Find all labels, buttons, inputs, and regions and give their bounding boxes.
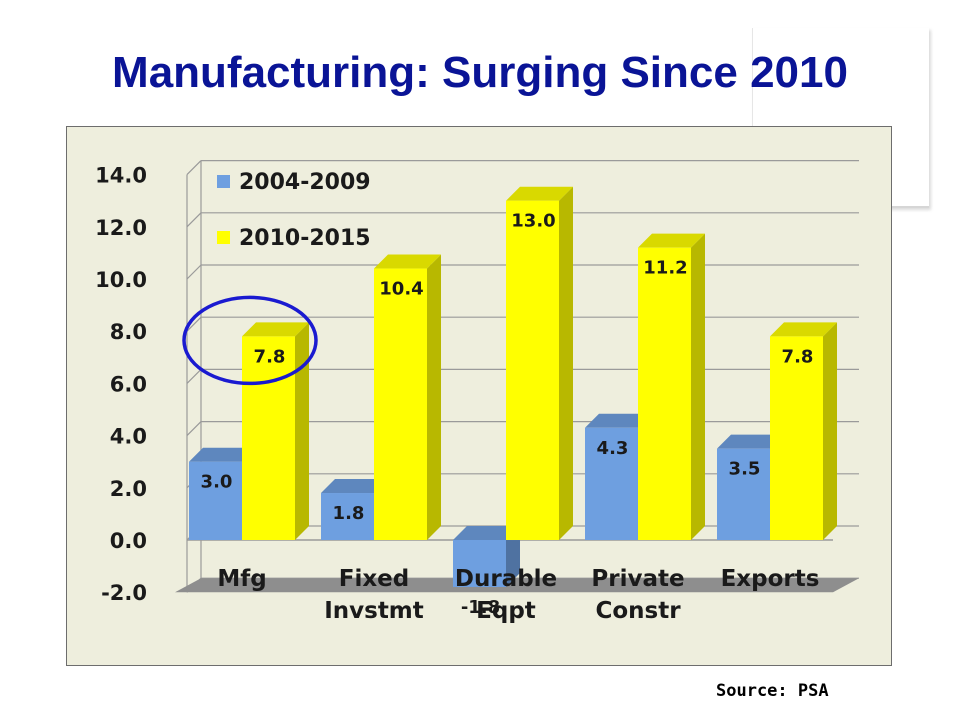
bar-chart: -2.0 0.0 2.0 4.0 6.0 8.0 10.0 12.0 14.0 3.0 7.8 1.8… [95, 159, 859, 624]
bar-3-0 [585, 427, 638, 540]
gridline-side [186, 368, 202, 384]
legend-label-1: 2010-2015 [239, 226, 371, 251]
gridline-side [186, 264, 202, 280]
y-tick-label: 8.0 [110, 320, 147, 344]
bar-side-1-1 [427, 254, 441, 540]
x-tick-label: Private [591, 566, 684, 592]
bar-top-4-1 [770, 322, 837, 337]
bar-2-0 [453, 540, 506, 587]
y-tick-label: 4.0 [110, 425, 147, 449]
bar-top-3-0 [585, 413, 652, 428]
x-tick-label: Invstmt [324, 598, 424, 624]
gridline-side [186, 316, 202, 332]
bar-0-0 [189, 461, 242, 540]
gridline-side [186, 212, 202, 228]
y-tick-label: 14.0 [95, 164, 147, 188]
bar-top-2-1 [506, 186, 573, 201]
legend-swatch-0 [217, 175, 230, 188]
x-tick-label: Eqpt [476, 598, 536, 624]
data-label-2-1: 13.0 [511, 211, 555, 232]
bar-4-0 [717, 448, 770, 540]
x-tick-label: Mfg [217, 566, 266, 592]
data-label-2-0: -1.8 [461, 597, 500, 618]
highlight-circle [182, 295, 318, 386]
legend-swatch-1 [217, 231, 230, 244]
bar-0-1 [242, 336, 295, 540]
bar-1-1 [374, 268, 427, 540]
bar-1-0 [321, 493, 374, 540]
bar-side-2-1 [559, 186, 573, 540]
bar-3-1 [638, 247, 691, 540]
x-tick-label: Durable [455, 566, 557, 592]
y-tick-label: 6.0 [110, 372, 147, 396]
data-label-4-1: 7.8 [782, 346, 814, 367]
bar-side-2-0 [506, 526, 520, 587]
y-tick-label: 2.0 [110, 477, 147, 501]
bar-4-1 [770, 336, 823, 540]
legend-label-0: 2004-2009 [239, 170, 371, 195]
data-label-3-0: 4.3 [597, 438, 629, 459]
bar-top-0-1 [242, 322, 309, 337]
x-tick-label: Constr [595, 598, 681, 624]
y-tick-label: 12.0 [95, 216, 147, 240]
y-tick-label: 10.0 [95, 268, 147, 292]
data-label-4-0: 3.5 [729, 459, 761, 480]
data-label-3-1: 11.2 [643, 258, 687, 279]
y-tick-label: -2.0 [101, 581, 147, 605]
bar-side-3-1 [691, 233, 705, 540]
bar-top-1-0 [321, 479, 388, 494]
data-label-1-1: 10.4 [379, 279, 423, 300]
y-tick-label: 0.0 [110, 529, 147, 553]
data-label-1-0: 1.8 [333, 503, 365, 524]
gridline-side [186, 421, 202, 437]
chart-floor [175, 578, 859, 593]
chart-frame: -2.0 0.0 2.0 4.0 6.0 8.0 10.0 12.0 14.0 3.0 7.8 1.8… [66, 126, 892, 666]
gridline-side [186, 160, 202, 176]
bar-top-4-0 [717, 434, 784, 449]
page-title: Manufacturing: Surging Since 2010 [112, 48, 848, 97]
bar-top-0-0 [189, 447, 256, 462]
data-label-0-0: 3.0 [201, 472, 233, 493]
x-tick-label: Fixed [339, 566, 410, 592]
bar-side-4-1 [823, 322, 837, 540]
bar-top-1-1 [374, 254, 441, 269]
bar-side-0-1 [295, 322, 309, 540]
x-tick-label: Exports [721, 566, 820, 592]
data-label-0-1: 7.8 [254, 346, 286, 367]
bar-2-1 [506, 200, 559, 540]
bar-top-2-0 [453, 526, 520, 540]
source-note: Source: PSA [716, 681, 829, 701]
bar-top-3-1 [638, 233, 705, 248]
